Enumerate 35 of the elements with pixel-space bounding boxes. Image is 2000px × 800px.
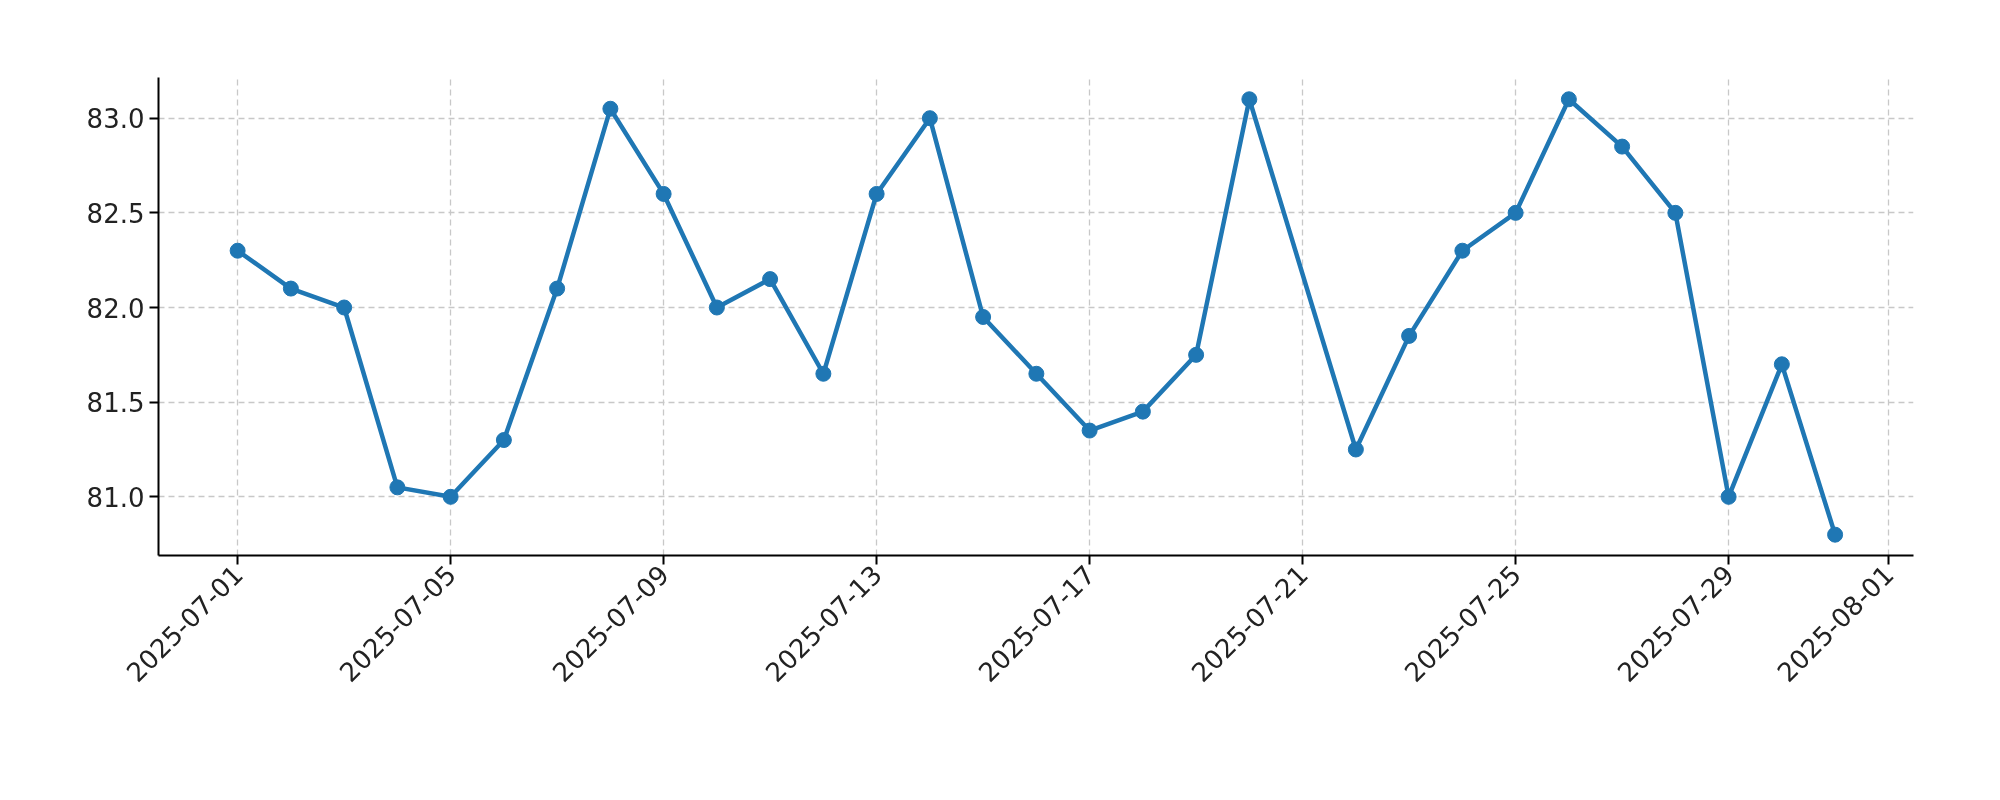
point bbox=[1507, 204, 1524, 221]
point bbox=[495, 432, 512, 449]
point bbox=[1347, 441, 1364, 458]
point bbox=[1028, 365, 1045, 382]
y-tick-label: 81.0 bbox=[86, 482, 145, 513]
point bbox=[1241, 91, 1258, 108]
point bbox=[815, 365, 832, 382]
y-tick-label: 82.5 bbox=[86, 198, 145, 229]
point bbox=[655, 185, 672, 202]
y-tick-label: 83.0 bbox=[86, 104, 145, 135]
point bbox=[336, 299, 353, 316]
point bbox=[1401, 327, 1418, 344]
point bbox=[602, 100, 619, 117]
point bbox=[1827, 526, 1844, 543]
point bbox=[708, 299, 725, 316]
point bbox=[868, 185, 885, 202]
point bbox=[1614, 138, 1631, 155]
point bbox=[282, 280, 299, 297]
point bbox=[762, 271, 779, 288]
point bbox=[975, 308, 992, 325]
point bbox=[1667, 204, 1684, 221]
point bbox=[1134, 403, 1151, 420]
point bbox=[921, 110, 938, 127]
point bbox=[1720, 488, 1737, 505]
point bbox=[1773, 356, 1790, 373]
point bbox=[1454, 242, 1471, 259]
point bbox=[1188, 346, 1205, 363]
y-tick-label: 81.5 bbox=[86, 388, 145, 419]
point bbox=[1560, 91, 1577, 108]
point bbox=[442, 488, 459, 505]
point bbox=[389, 479, 406, 496]
point bbox=[229, 242, 246, 259]
point bbox=[549, 280, 566, 297]
point bbox=[1081, 422, 1098, 439]
y-tick-label: 82.0 bbox=[86, 293, 145, 324]
